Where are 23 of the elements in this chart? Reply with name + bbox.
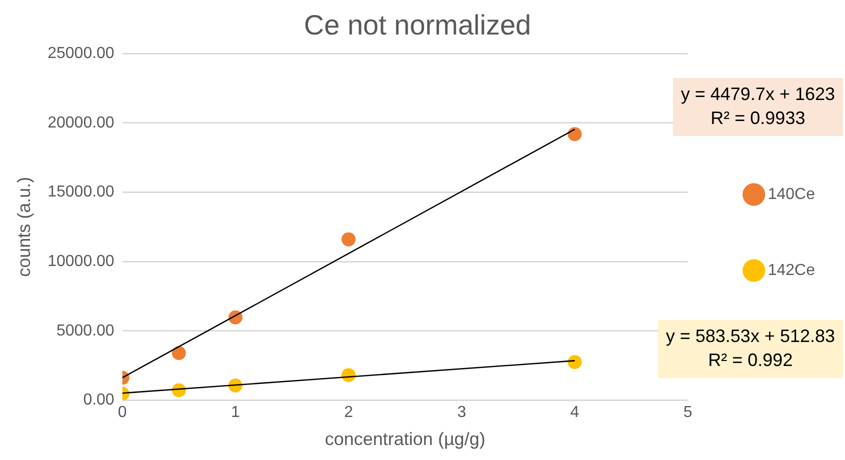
y-tick-label: 20000.00	[48, 114, 114, 132]
x-tick-label: 4	[570, 404, 580, 422]
legend-label: 142Ce	[768, 262, 816, 279]
point	[342, 232, 356, 246]
x-tick-label: 1	[230, 404, 240, 422]
point	[568, 355, 582, 370]
y-tick-label: 10000.00	[48, 252, 114, 270]
point	[172, 346, 186, 360]
point	[568, 127, 582, 142]
x-axis-title: concentration (µg/g)	[324, 429, 486, 450]
y-tick-label: 5000.00	[56, 322, 114, 340]
annotation: y = 583.53x + 512.83 R² = 0.992	[666, 326, 835, 370]
y-axis-title: counts (a.u.)	[14, 176, 34, 277]
y-tick-label: 0.00	[83, 392, 114, 409]
y-tick-label: 15000.00	[48, 184, 114, 201]
annotation: y = 4479.7x + 1623 R² = 0.9933	[680, 84, 835, 128]
x-tick-label: 3	[457, 404, 466, 422]
x-tick-label: 2	[344, 404, 354, 422]
x-tick-label: 0	[118, 404, 127, 422]
y-tick-label: 25000.00	[48, 45, 114, 62]
chart-title: Ce not normalized	[304, 10, 532, 41]
legend-label: 140Ce	[768, 186, 816, 203]
x-tick-label: 5	[683, 404, 692, 422]
